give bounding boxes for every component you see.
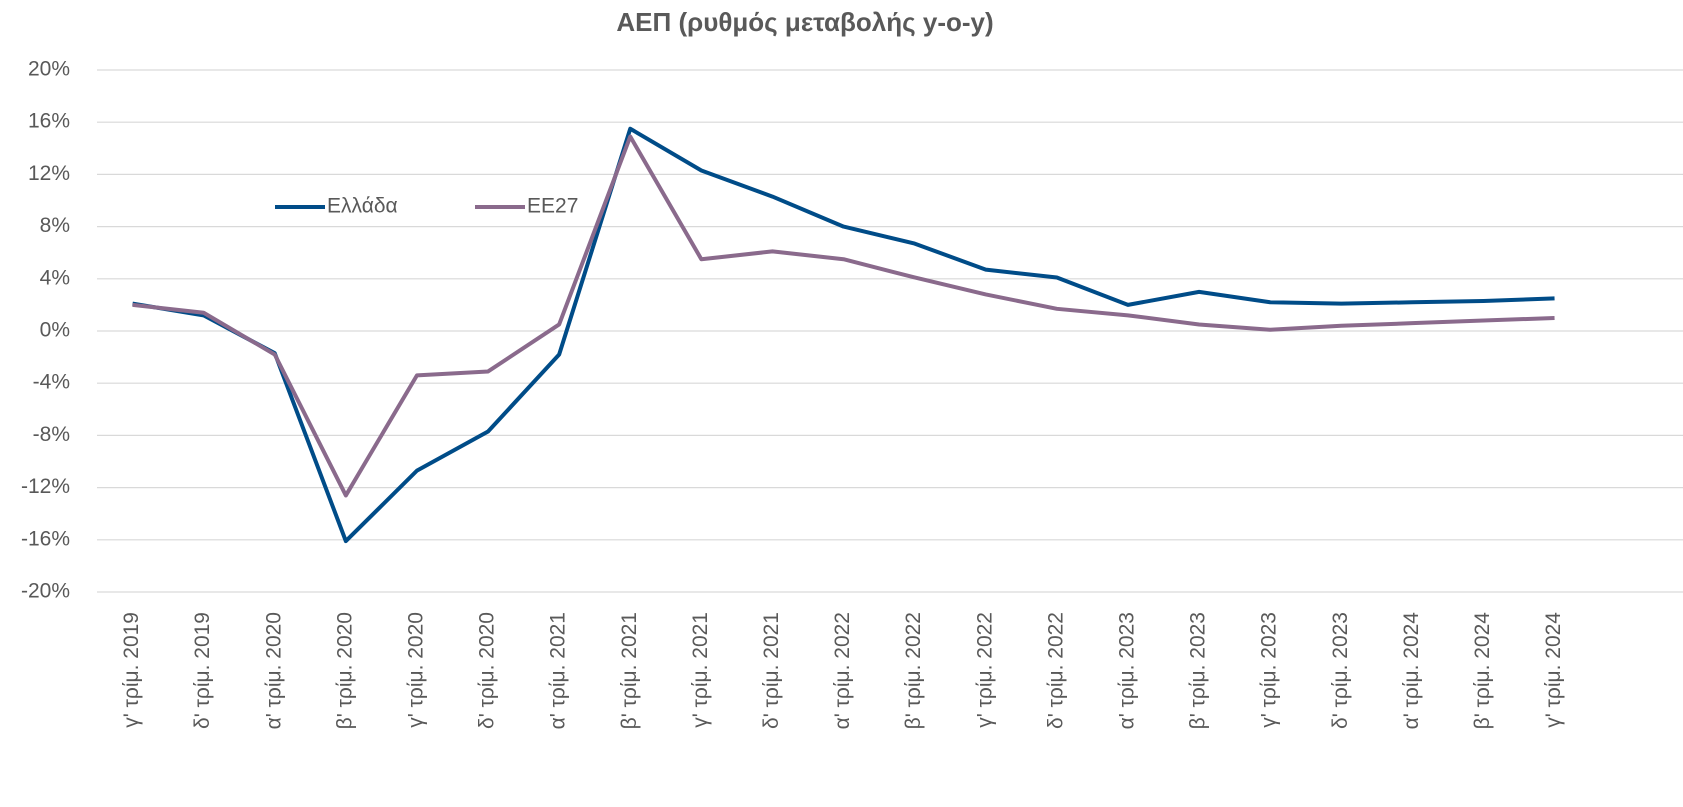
chart-title: ΑΕΠ (ρυθμός μεταβολής y-o-y) bbox=[616, 7, 993, 37]
x-tick-label: γ' τρίμ. 2020 bbox=[404, 612, 427, 728]
y-tick-label: 4% bbox=[40, 266, 70, 289]
legend-label: Ελλάδα bbox=[327, 195, 398, 218]
y-tick-label: 16% bbox=[28, 110, 70, 133]
x-tick-label: γ' τρίμ. 2021 bbox=[689, 612, 712, 728]
x-tick-label: γ' τρίμ. 2022 bbox=[973, 612, 996, 728]
x-tick-label: γ' τρίμ. 2023 bbox=[1258, 612, 1281, 728]
x-tick-label: γ' τρίμ. 2024 bbox=[1542, 612, 1565, 728]
lines bbox=[132, 126, 1555, 544]
y-tick-label: -20% bbox=[21, 580, 70, 603]
x-tick-label: β' τρίμ. 2024 bbox=[1471, 612, 1494, 730]
y-tick-label: -4% bbox=[33, 371, 70, 394]
series-line bbox=[132, 134, 1555, 498]
x-tick-label: β' τρίμ. 2023 bbox=[1187, 612, 1210, 729]
series-line bbox=[132, 126, 1555, 544]
x-tick-label: δ' τρίμ. 2020 bbox=[476, 612, 499, 729]
x-tick-label: β' τρίμ. 2021 bbox=[618, 612, 641, 729]
x-tick-label: α' τρίμ. 2022 bbox=[831, 612, 854, 729]
x-tick-label: γ' τρίμ. 2019 bbox=[120, 612, 143, 728]
y-tick-label: 12% bbox=[28, 162, 70, 185]
y-tick-label: -12% bbox=[21, 475, 70, 498]
x-tick-label: β' τρίμ. 2022 bbox=[902, 612, 925, 729]
grid bbox=[97, 69, 1683, 593]
x-tick-label: α' τρίμ. 2020 bbox=[262, 612, 285, 729]
x-tick-label: α' τρίμ. 2021 bbox=[547, 612, 570, 729]
x-tick-label: δ' τρίμ. 2022 bbox=[1044, 612, 1067, 729]
x-tick-label: δ' τρίμ. 2021 bbox=[760, 612, 783, 729]
x-tick-label: β' τρίμ. 2020 bbox=[333, 612, 356, 729]
legend-label: ΕΕ27 bbox=[527, 195, 578, 218]
y-tick-label: 8% bbox=[40, 214, 70, 237]
x-tick-label: α' τρίμ. 2024 bbox=[1400, 612, 1423, 730]
x-tick-label: α' τρίμ. 2023 bbox=[1115, 612, 1138, 729]
x-tick-label: δ' τρίμ. 2023 bbox=[1329, 612, 1352, 729]
y-tick-label: -16% bbox=[21, 527, 70, 550]
x-tick-label: δ' τρίμ. 2019 bbox=[191, 612, 214, 729]
y-tick-label: -8% bbox=[33, 423, 70, 446]
y-tick-label: 20% bbox=[28, 58, 70, 81]
y-tick-label: 0% bbox=[40, 319, 70, 342]
